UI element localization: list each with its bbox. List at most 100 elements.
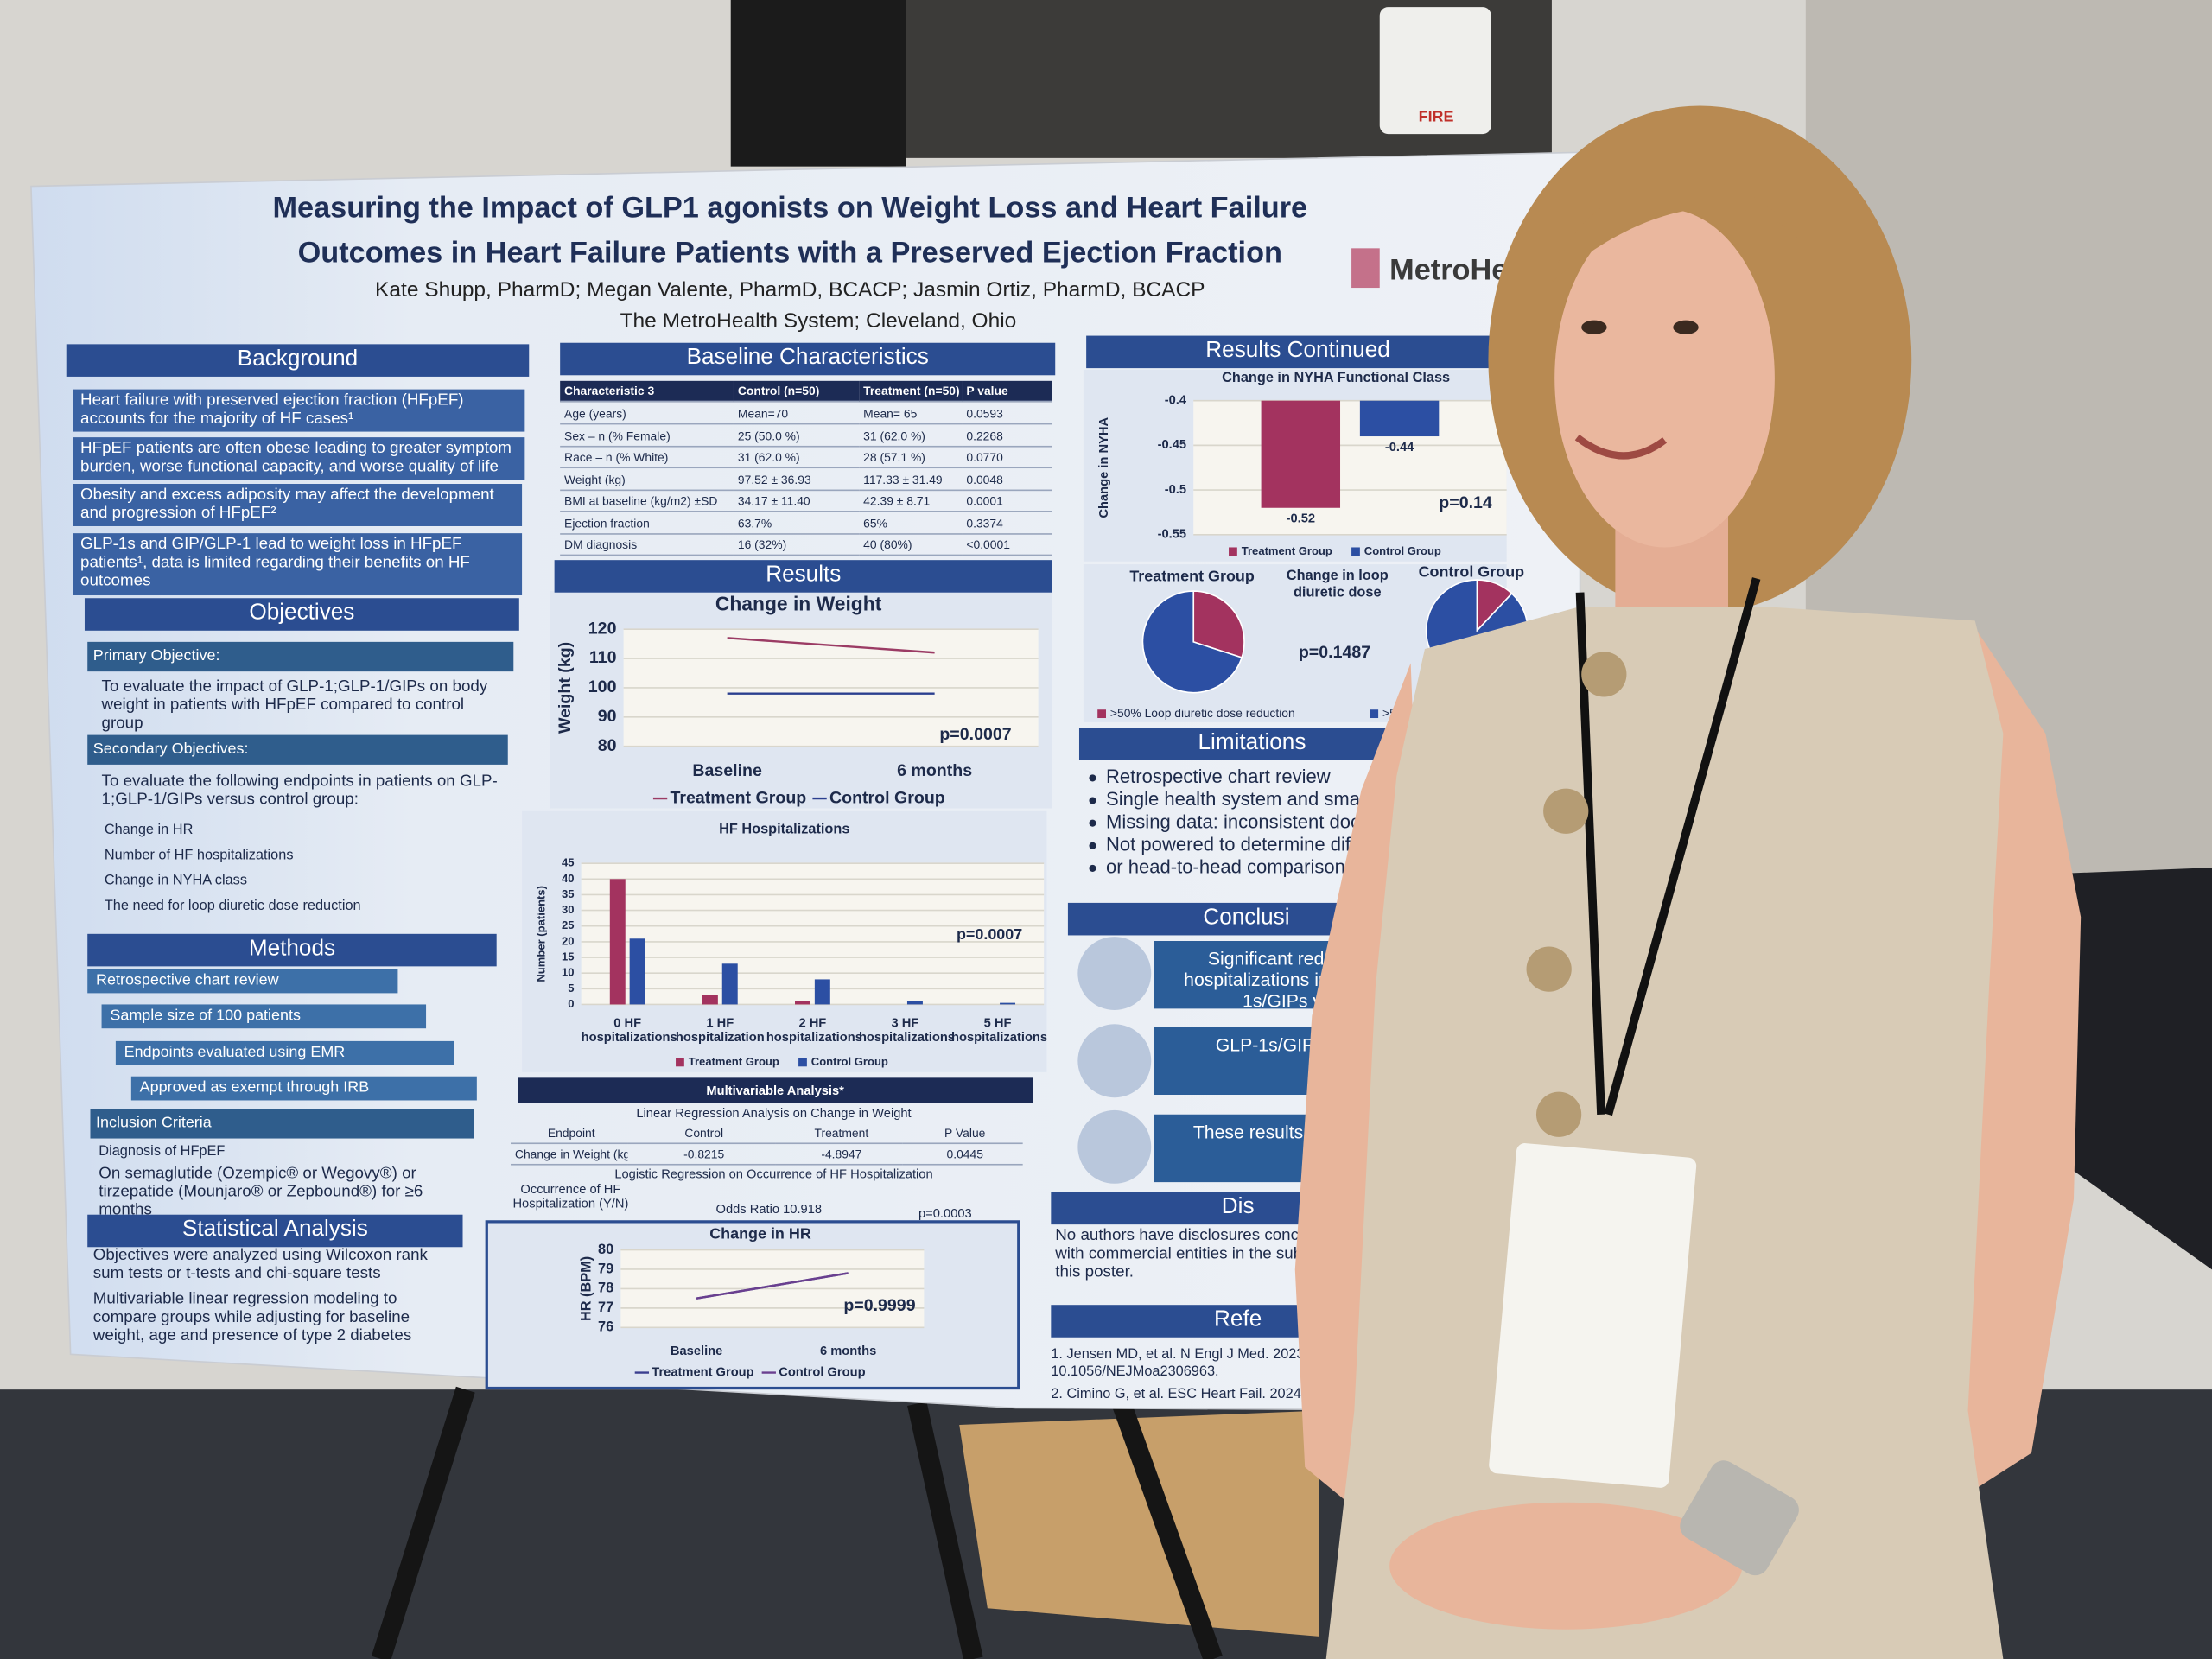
objective-item: Number of HF hospitalizations xyxy=(104,848,294,864)
table-cell: 28 (57.1 %) xyxy=(859,448,963,469)
data-label: -0.52 xyxy=(1287,512,1315,526)
bar xyxy=(1359,400,1440,437)
legend-label: Control Group xyxy=(830,788,945,807)
y-tick-label: 90 xyxy=(598,707,617,726)
y-tick-label: 40 xyxy=(562,872,575,885)
x-tick-label: 6 months xyxy=(820,1344,876,1358)
fringe xyxy=(1551,179,1799,283)
limitation-item: Single health system and small san xyxy=(1086,789,1425,810)
fire-alarm-label: FIRE xyxy=(1419,107,1454,124)
inclusion-item: On semaglutide (Ozempic® or Wegovy®) or … xyxy=(99,1165,423,1220)
floor-box xyxy=(959,1410,1319,1637)
background-item: HFpEF patients are often obese leading t… xyxy=(73,437,525,480)
face xyxy=(1554,208,1775,548)
bar xyxy=(794,1001,810,1005)
x-tick-label: 6 months xyxy=(897,761,972,780)
table-cell: Odds Ratio 10.918 xyxy=(715,1202,823,1217)
legend-swatch xyxy=(676,1058,684,1067)
y-tick-label: 100 xyxy=(588,677,617,696)
limitation-item: Retrospective chart review xyxy=(1086,766,1425,788)
table-cell: Occurrence of HF Hospitalization (Y/N) xyxy=(512,1182,629,1211)
legend-label: Control Group xyxy=(811,1055,888,1068)
table-cell: 25 (50.0 %) xyxy=(733,425,860,447)
easel-leg xyxy=(1112,1400,1223,1659)
section-heading: Background xyxy=(66,344,530,377)
background-item: Obesity and excess adiposity may affect … xyxy=(73,484,523,527)
objective-item: The need for loop diuretic dose reductio… xyxy=(104,899,361,914)
affiliation: The MetroHealth System; Cleveland, Ohio xyxy=(620,308,1017,334)
badge xyxy=(1489,1143,1697,1488)
method-step: Retrospective chart review xyxy=(87,969,398,993)
table-cell: p=0.0003 xyxy=(918,1205,972,1221)
inclusion-item: Diagnosis of HFpEF xyxy=(99,1144,226,1160)
y-tick-label: 30 xyxy=(562,903,575,916)
easel-leg xyxy=(907,1402,983,1659)
table-cell: Control (n=50) xyxy=(733,380,860,403)
y-tick-label: 76 xyxy=(598,1319,613,1335)
bar xyxy=(906,1001,923,1005)
analysis-item: Multivariable linear regression modeling… xyxy=(92,1290,412,1345)
icon xyxy=(1077,937,1152,1010)
table-cell: Mean= 65 xyxy=(859,404,963,425)
pie-label: Treatment Group xyxy=(1129,567,1255,584)
annotation: p=0.1487 xyxy=(1299,643,1370,662)
annotation: p=0.9999 xyxy=(843,1296,915,1315)
table-cell: Characteristic 3 xyxy=(560,380,734,403)
table-cell: 97.52 ± 36.93 xyxy=(733,469,860,491)
bar xyxy=(1000,1002,1016,1005)
data-line xyxy=(727,637,935,654)
legend-label: Treatment Group xyxy=(1242,544,1332,557)
section-heading: Objectives xyxy=(84,598,519,631)
y-tick-label: 77 xyxy=(598,1300,613,1315)
limitation-item: or head-to-head comparison (tirz xyxy=(1086,856,1425,878)
subheading: Secondary Objectives: xyxy=(87,734,508,765)
table-cell: Ejection fraction xyxy=(560,512,734,534)
section-heading: Methods xyxy=(87,933,497,967)
bar xyxy=(609,879,626,1005)
button xyxy=(1526,946,1572,992)
annotation: p=0.14 xyxy=(1439,493,1492,512)
legend-label: Control Group xyxy=(779,1365,865,1379)
table-caption: Logistic Regression on Occurrence of HF … xyxy=(614,1166,933,1181)
y-tick-label: 0 xyxy=(568,997,574,1010)
table-cell: 0.3374 xyxy=(962,512,1052,534)
legend-label: Treatment Group xyxy=(671,788,807,807)
x-tick-label: 0 HF hospitalizations xyxy=(581,1015,677,1045)
table-cell: Race – n (% White) xyxy=(560,448,734,469)
subheading: Inclusion Criteria xyxy=(90,1109,474,1138)
easel-leg xyxy=(371,1386,475,1659)
pie-slice xyxy=(1141,590,1243,694)
reference: 2. Cimino G, et al. ESC Heart Fail. 2024… xyxy=(1051,1386,1322,1402)
analysis-item: Objectives were analyzed using Wilcoxon … xyxy=(92,1247,428,1283)
table-cell: 63.7% xyxy=(733,512,860,534)
hands xyxy=(1389,1502,1743,1630)
chart-title: Change in HR xyxy=(709,1224,811,1242)
x-tick-label: 5 HF hospitalizations xyxy=(951,1015,1048,1045)
bar xyxy=(629,938,645,1005)
bar xyxy=(1261,400,1341,508)
section-heading: Results Continued xyxy=(1086,335,1510,369)
table-cell: -0.8215 xyxy=(627,1144,776,1166)
y-tick-label: -0.5 xyxy=(1165,483,1186,497)
y-axis-label: HR (BPM) xyxy=(578,1256,594,1321)
button xyxy=(1543,788,1589,834)
section-heading: Limitations xyxy=(1078,728,1425,760)
table-cell: 31 (62.0 %) xyxy=(733,448,860,469)
smile xyxy=(1574,434,1668,460)
black-box xyxy=(730,0,906,167)
table-cell: 0.0048 xyxy=(962,469,1052,491)
section-heading: Results xyxy=(554,560,1052,593)
fire-alarm xyxy=(1379,7,1491,135)
section-heading: Baseline Characteristics xyxy=(560,342,1056,376)
table-cell: DM diagnosis xyxy=(560,535,734,556)
section-heading: Statistical Analysis xyxy=(87,1214,463,1248)
x-tick-label: 2 HF hospitalizations xyxy=(766,1015,862,1045)
limitation-item: Not powered to determine differe xyxy=(1086,834,1425,855)
table-cell: 0.0001 xyxy=(962,491,1052,512)
y-tick-label: 5 xyxy=(568,982,574,995)
table-cell: Mean=70 xyxy=(733,404,860,425)
objective-item: Change in HR xyxy=(104,822,194,838)
table-cell: Weight (kg) xyxy=(560,469,734,491)
